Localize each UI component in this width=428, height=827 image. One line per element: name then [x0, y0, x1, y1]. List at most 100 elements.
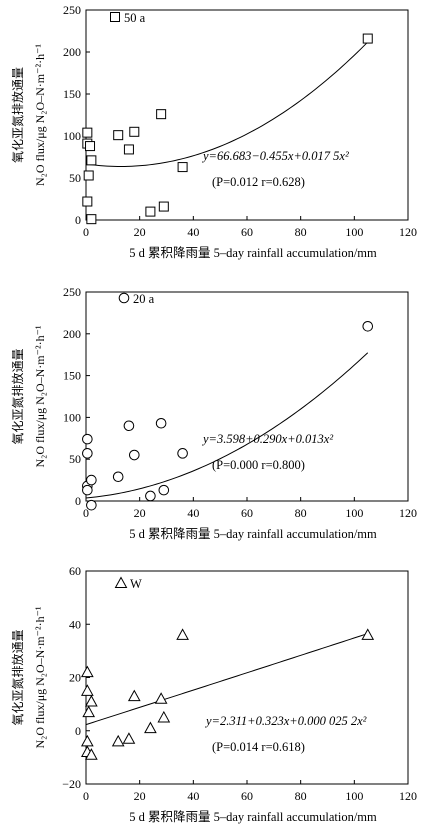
data-point: [145, 490, 156, 502]
y-tick-label: 150: [63, 87, 81, 101]
y-tick-label: 0: [75, 213, 81, 227]
x-tick-label: 60: [241, 789, 253, 803]
fit-curve: [85, 41, 369, 167]
data-point: [361, 628, 375, 640]
fit-statistics: (P=0.012 r=0.628): [212, 175, 305, 189]
y-axis-label-cn: 氧化亚氮排放通量: [10, 348, 25, 444]
x-tick-label: 0: [83, 506, 89, 520]
data-point: [157, 710, 171, 723]
data-point: [122, 732, 136, 744]
data-point: [83, 170, 94, 181]
data-point: [112, 471, 124, 483]
fit-equation: y=2.311+0.323x+0.000 025 2x²: [204, 714, 367, 728]
x-tick-label: 40: [187, 225, 199, 239]
x-tick-label: 80: [295, 789, 307, 803]
y-axis-label-en: N₂O flux/μg N₂O–N·m⁻²·h⁻¹: [33, 606, 47, 748]
fit-curve: [85, 352, 369, 499]
y-tick-label: 60: [69, 564, 81, 578]
fit-equation: y=3.598+0.290x+0.013x²: [201, 432, 333, 446]
data-point: [362, 33, 373, 44]
x-tick-label: 100: [345, 506, 363, 520]
y-tick-label: 100: [63, 410, 81, 424]
data-point: [80, 734, 94, 747]
data-point: [86, 499, 97, 511]
data-point: [144, 721, 157, 734]
data-point: [86, 155, 97, 166]
x-tick-label: 100: [345, 225, 363, 239]
data-point: [111, 734, 125, 747]
x-tick-label: 80: [295, 506, 307, 520]
y-tick-label: 150: [63, 369, 81, 383]
data-point: [129, 126, 140, 137]
y-tick-label: 200: [63, 327, 81, 341]
y-tick-label: 200: [63, 45, 81, 59]
data-point: [145, 206, 156, 217]
data-point: [156, 109, 167, 120]
data-point: [158, 484, 170, 496]
y-axis-label-cn: 氧化亚氮排放通量: [10, 67, 25, 163]
x-tick-label: 100: [345, 789, 363, 803]
x-tick-label: 20: [134, 506, 146, 520]
data-point: [158, 201, 169, 212]
x-tick-label: 20: [134, 225, 146, 239]
data-point: [177, 448, 188, 459]
data-point: [123, 144, 134, 155]
fit-curve: [85, 633, 368, 726]
data-point: [154, 692, 168, 704]
y-tick-label: 0: [75, 724, 81, 738]
data-point: [85, 694, 98, 707]
data-point: [86, 474, 97, 486]
legend-marker: [118, 292, 130, 304]
y-axis-label-cn: 氧化亚氮排放通量: [10, 629, 25, 725]
x-axis-label: 5 d 累积降雨量 5–day rainfall accumulation/mm: [129, 246, 377, 260]
data-point: [82, 196, 93, 207]
x-tick-label: 120: [399, 789, 417, 803]
y-axis-label-en: N₂O flux/μg N₂O–N·m⁻²·h⁻¹: [33, 44, 47, 186]
data-point: [86, 214, 97, 225]
panel-label: 50 a: [124, 11, 146, 25]
x-tick-label: 80: [295, 225, 307, 239]
y-tick-label: 100: [63, 129, 81, 143]
data-point: [85, 748, 98, 760]
x-tick-label: 20: [134, 789, 146, 803]
data-point: [113, 130, 124, 141]
y-tick-label: −20: [62, 777, 81, 791]
chart-panel-1: 0 20 40 60 80 100 120 0 50 100 150 200 250 5 d 累积降雨量 …: [10, 3, 417, 260]
x-tick-label: 60: [241, 225, 253, 239]
y-tick-label: 50: [69, 452, 81, 466]
data-point: [80, 665, 94, 678]
x-tick-label: 40: [187, 506, 199, 520]
y-tick-label: 250: [63, 285, 81, 299]
legend-marker: [110, 12, 120, 22]
y-tick-label: 20: [69, 671, 81, 685]
data-point: [123, 420, 135, 432]
data-point: [80, 684, 94, 696]
x-tick-label: 40: [187, 789, 199, 803]
data-point: [82, 127, 93, 138]
data-point: [155, 417, 167, 429]
data-point: [82, 433, 93, 445]
y-tick-label: 40: [69, 617, 81, 631]
fit-equation: y=66.683−0.455x+0.017 5x²: [201, 149, 349, 163]
y-tick-label: 50: [69, 171, 81, 185]
data-point: [82, 448, 93, 459]
fit-statistics: (P=0.014 r=0.618): [212, 740, 305, 754]
y-tick-label: 0: [75, 494, 81, 508]
chart-panel-2: 0 20 40 60 80 100 120 0 50 100 150 200 250 5 d 累积降雨量 …: [10, 285, 417, 541]
x-tick-label: 0: [83, 225, 89, 239]
data-point: [127, 689, 141, 702]
panel-label: 20 a: [133, 292, 155, 306]
y-axis-label-en: N₂O flux/μg N₂O–N·m⁻²·h⁻¹: [33, 325, 47, 467]
data-point: [177, 162, 188, 173]
fit-statistics: (P=0.000 r=0.800): [212, 458, 305, 472]
x-tick-label: 0: [83, 789, 89, 803]
data-point: [85, 141, 96, 152]
data-point: [82, 705, 96, 718]
data-point: [129, 449, 140, 461]
data-point: [176, 628, 189, 640]
x-tick-label: 120: [399, 506, 417, 520]
y-tick-label: 250: [63, 3, 81, 17]
x-tick-label: 60: [241, 506, 253, 520]
